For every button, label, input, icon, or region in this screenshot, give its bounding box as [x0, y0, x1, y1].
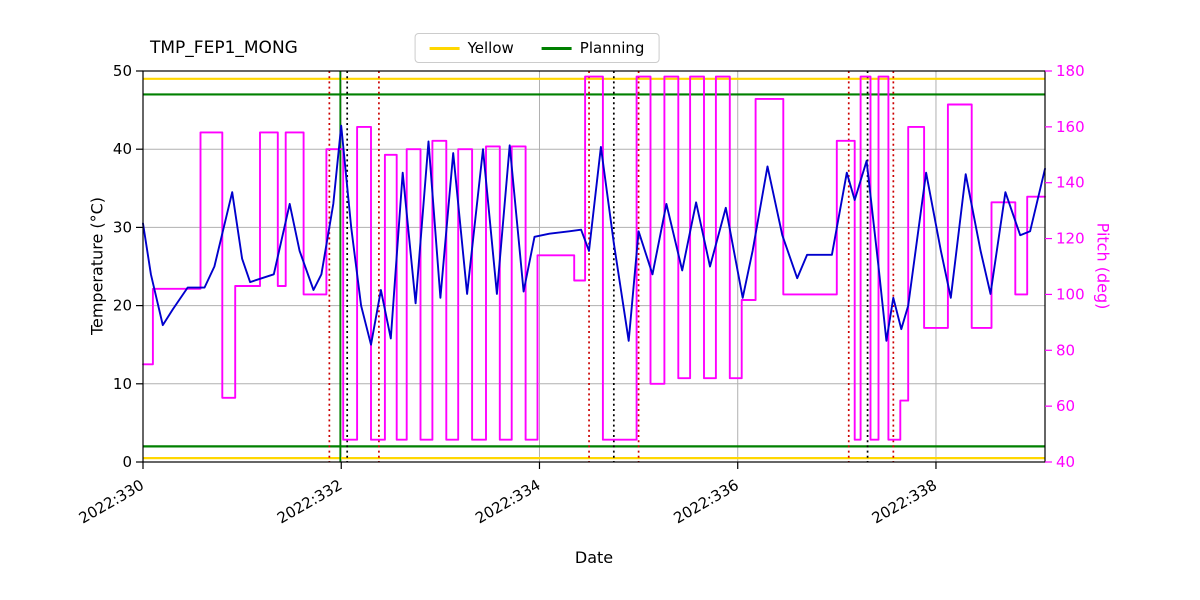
- svg-text:140: 140: [1056, 174, 1085, 192]
- svg-text:180: 180: [1056, 62, 1085, 80]
- legend-label-planning: Planning: [579, 39, 645, 57]
- svg-text:120: 120: [1056, 230, 1085, 248]
- svg-text:10: 10: [113, 375, 132, 393]
- x-axis-label: Date: [574, 548, 614, 567]
- svg-text:30: 30: [113, 218, 132, 236]
- svg-text:2022:336: 2022:336: [670, 476, 741, 528]
- chart-title: TMP_FEP1_MONG: [150, 38, 298, 58]
- svg-text:100: 100: [1056, 285, 1085, 303]
- svg-text:2022:332: 2022:332: [274, 476, 345, 528]
- svg-text:80: 80: [1056, 341, 1075, 359]
- svg-text:2022:334: 2022:334: [472, 476, 543, 528]
- legend-item-planning: Planning: [541, 39, 645, 57]
- svg-text:0: 0: [122, 453, 132, 471]
- legend: Yellow Planning: [414, 33, 660, 63]
- yellow-line-swatch: [429, 46, 460, 50]
- svg-text:40: 40: [113, 140, 132, 158]
- y-axis-label-left: Temperature (°C): [87, 196, 107, 336]
- svg-text:20: 20: [113, 297, 132, 315]
- svg-text:2022:330: 2022:330: [76, 476, 147, 528]
- svg-text:60: 60: [1056, 397, 1075, 415]
- svg-text:40: 40: [1056, 453, 1075, 471]
- svg-text:160: 160: [1056, 118, 1085, 136]
- svg-text:50: 50: [113, 62, 132, 80]
- y-axis-label-right: Pitch (deg): [1093, 222, 1113, 310]
- planning-line-swatch: [541, 46, 572, 50]
- legend-label-yellow: Yellow: [467, 39, 514, 57]
- legend-item-yellow: Yellow: [429, 39, 514, 57]
- svg-text:2022:338: 2022:338: [869, 476, 940, 528]
